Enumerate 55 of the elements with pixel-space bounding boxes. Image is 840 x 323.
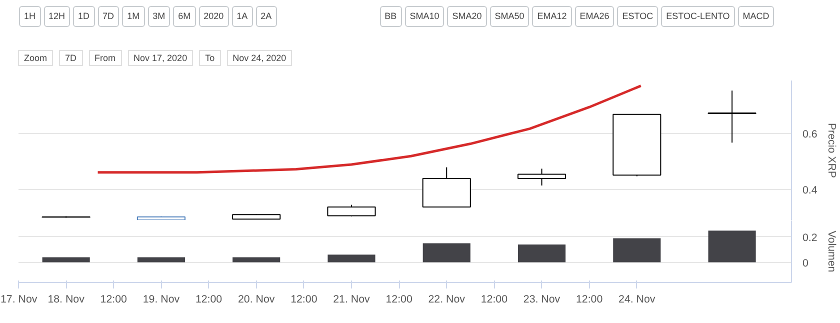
text: To [199,50,221,66]
text: EMA26 [574,6,614,27]
x-tick-label: 23. Nov [523,294,561,306]
text: BB [380,6,402,27]
text: 1M [122,6,145,27]
bar [137,257,185,262]
y-tick-label: 0.6 [802,128,818,141]
x-tick-label: 12:00 [480,294,508,306]
text: 2A [256,6,277,27]
x-tick-label: 12:00 [386,294,412,306]
text: 1A [232,6,253,27]
x-tick-label: 20. Nov [238,294,276,306]
x-tick-label: 12:00 [576,294,603,306]
y-tick-label: 0.2 [802,232,818,244]
text: SMA50 [490,6,530,27]
x-tick-label: 12:00 [195,294,222,306]
bar [708,230,756,262]
text: MACD [738,6,774,27]
x-tick-label: 17. Nov [0,294,38,306]
bar [422,243,470,262]
text: 3M [148,6,170,27]
text: 1D [73,6,95,27]
bar [518,244,566,262]
text: Nov 17, 2020 [128,50,194,66]
candlestick [708,90,756,144]
text: Zoom [18,50,54,66]
text: 6M [173,6,196,27]
text: EMA12 [532,6,572,27]
text: 7D [59,50,83,66]
text: SMA10 [404,6,444,27]
text: Nov 24, 2020 [226,50,292,66]
text: ESTOC [617,6,658,27]
y-axis-title: Precio XRP [825,122,838,178]
x-tick-label: 12:00 [100,294,128,306]
text: 7D [98,6,120,27]
x-tick-label: 22. Nov [428,294,466,306]
text: SMA20 [447,6,487,27]
text: ESTOC-LENTO [661,6,735,27]
text: 2020 [198,6,229,27]
x-tick-label: 19. Nov [142,294,180,306]
x-tick-label: 24. Nov [618,294,656,306]
bar [232,257,280,262]
y-tick-label: 0.4 [802,184,818,197]
line-series [96,84,642,174]
text: From [88,50,122,66]
bar [328,254,376,262]
y-tick-label: 0 [802,257,808,270]
x-tick-label: 21. Nov [333,294,371,306]
y-axis-title: Volumen [825,230,838,272]
x-tick-label: 18. Nov [48,294,86,306]
bar [613,238,661,262]
x-tick-label: 12:00 [290,294,318,306]
text: 12H [44,6,70,27]
bar [42,257,90,262]
text: 1H [19,6,41,27]
